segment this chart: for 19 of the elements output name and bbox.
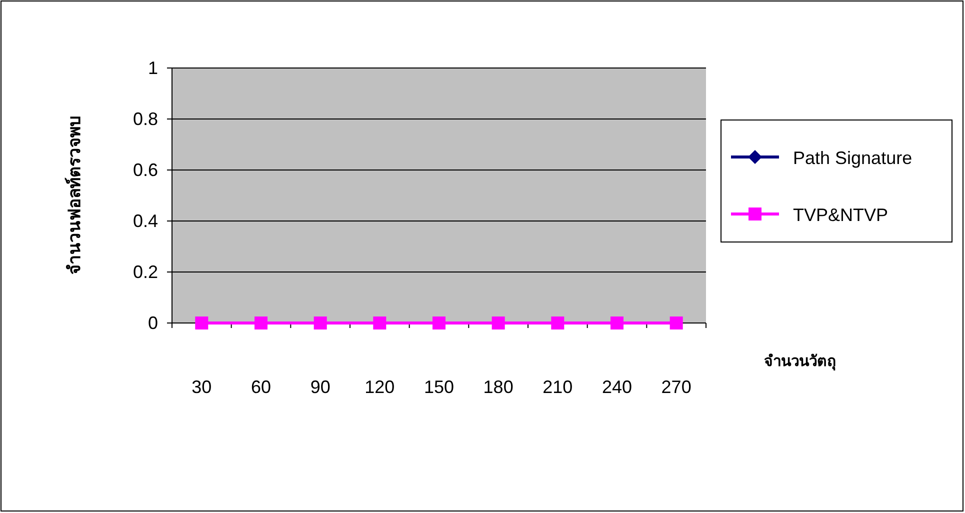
x-tick-label: 210	[542, 377, 573, 397]
x-tick-label: 240	[602, 377, 632, 397]
x-tick-label: 30	[192, 377, 212, 397]
y-tick-label: 0.8	[132, 109, 158, 129]
legend-label: TVP&NTVP	[793, 205, 888, 225]
x-tick-label: 150	[424, 377, 454, 397]
x-axis-title: จำนวนวัตถุ	[764, 353, 836, 371]
x-tick-label: 90	[310, 377, 330, 397]
y-axis-title: จำนวนฟอลท์ตรวจพบ	[64, 116, 84, 274]
x-tick-label: 270	[661, 377, 692, 397]
x-tick-label: 120	[364, 377, 395, 397]
y-tick-label: 0.4	[132, 211, 158, 231]
y-tick-label: 0	[148, 313, 158, 333]
x-tick-label: 180	[483, 377, 514, 397]
x-tick-label: 60	[250, 377, 272, 397]
y-tick-label: 0.2	[132, 262, 158, 282]
legend-label: Path Signature	[793, 148, 912, 168]
y-tick-label: 0.6	[132, 160, 158, 180]
y-tick-label: 1	[148, 58, 158, 78]
